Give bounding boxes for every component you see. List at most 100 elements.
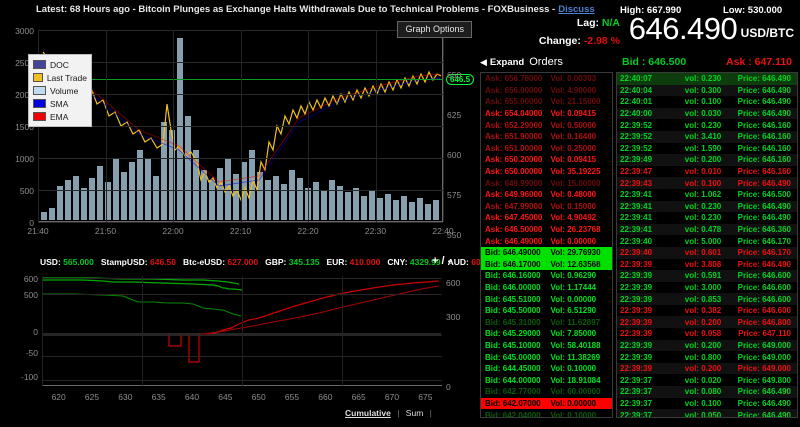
trade-row[interactable]: 22:39:39 vol: 0.058 Price: 647.110 (617, 328, 797, 340)
trade-row[interactable]: 22:39:39 vol: 0.200 Price: 649.000 (617, 362, 797, 375)
news-discuss-link[interactable]: Discuss (558, 3, 595, 15)
order-book-list[interactable]: Ask: 656.78000 Vol: 0.00303 Ask: 656.00000… (480, 72, 613, 418)
trade-row[interactable]: 22:39:39 vol: 0.853 Price: 646.600 (617, 293, 797, 305)
zoom-controls[interactable]: + / - (432, 255, 452, 267)
order-row[interactable]: Bid: 644.45000 Vol: 0.10000 (481, 363, 612, 375)
trade-volume: vol: 0.300 (684, 85, 722, 95)
gridline (38, 222, 443, 223)
order-book-header: ◀ Expand Orders (480, 55, 613, 69)
collapse-arrow-icon[interactable]: ◀ (480, 56, 487, 67)
trade-price: Price: 646.800 (737, 317, 791, 327)
order-row[interactable]: Ask: 647.99000 Vol: 0.15000 (481, 201, 612, 213)
order-row[interactable]: Bid: 642.07000 Vol: 0.00000 (481, 397, 612, 410)
depth-chart[interactable]: Cumulative | Sum | 600 500 0 -50 -100 600 300 0… (0, 272, 480, 427)
trade-history-list[interactable]: 22:40:07 vol: 0.230 Price: 646.490 22:40:04… (616, 72, 798, 418)
order-price: Ask: 654.04000 (485, 109, 543, 119)
depth-y-tick-left: 0 (33, 327, 38, 337)
order-row[interactable]: Bid: 645.51000 Vol: 0.00000 (481, 293, 612, 305)
trade-row[interactable]: 22:39:39 vol: 0.591 Price: 646.600 (617, 270, 797, 282)
trade-row[interactable]: 22:39:40 vol: 5.000 Price: 646.170 (617, 235, 797, 247)
order-row[interactable]: Ask: 655.00000 Vol: 21.15000 (481, 96, 612, 108)
order-row[interactable]: Ask: 652.29000 Vol: 0.50000 (481, 119, 612, 131)
trade-row[interactable]: 22:39:52 vol: 0.230 Price: 646.160 (617, 119, 797, 131)
order-volume: Vol: 0.50000 (550, 120, 597, 130)
trade-time: 22:40:04 (620, 85, 653, 95)
trade-row[interactable]: 22:39:52 vol: 3.410 Price: 646.160 (617, 130, 797, 143)
trade-time: 22:39:37 (620, 375, 653, 385)
order-row[interactable]: Ask: 649.99000 Vol: 15.00000 (481, 177, 612, 189)
trade-row[interactable]: 22:39:37 vol: 0.020 Price: 649.800 (617, 374, 797, 386)
order-row[interactable]: Bid: 645.29000 Vol: 7.85000 (481, 328, 612, 340)
trade-row[interactable]: 22:39:41 vol: 1.062 Price: 646.500 (617, 189, 797, 201)
trade-volume: vol: 0.080 (684, 387, 722, 397)
trade-row[interactable]: 22:40:07 vol: 0.230 Price: 646.490 (617, 73, 797, 85)
order-row[interactable]: Bid: 645.31000 Vol: 11.62897 (481, 316, 612, 328)
order-row[interactable]: Ask: 647.45000 Vol: 4.90492 (481, 212, 612, 224)
trade-volume: vol: 3.808 (684, 259, 722, 269)
trade-row[interactable]: 22:39:41 vol: 0.478 Price: 646.360 (617, 223, 797, 236)
trade-row[interactable]: 22:39:37 vol: 0.080 Price: 646.490 (617, 386, 797, 398)
order-row[interactable]: Bid: 642.04000 Vol: 0.10000 (481, 409, 612, 417)
trade-row[interactable]: 22:39:41 vol: 0.230 Price: 646.490 (617, 200, 797, 213)
order-row[interactable]: Bid: 646.16000 Vol: 0.96290 (481, 270, 612, 282)
trade-row[interactable]: 22:39:39 vol: 0.382 Price: 646.600 (617, 305, 797, 317)
legend-swatch-icon (33, 60, 46, 69)
trade-row[interactable]: 22:39:37 vol: 0.050 Price: 646.490 (617, 409, 797, 417)
trade-row[interactable]: 22:39:47 vol: 0.010 Price: 646.160 (617, 166, 797, 178)
trade-row[interactable]: 22:39:39 vol: 3.808 Price: 646.490 (617, 259, 797, 271)
trade-volume: vol: 0.230 (684, 120, 722, 130)
order-price: Ask: 656.78000 (485, 74, 543, 84)
trade-row[interactable]: 22:39:40 vol: 0.601 Price: 646.170 (617, 246, 797, 259)
depth-mode-toggle[interactable]: Cumulative | Sum | (345, 408, 432, 418)
order-row[interactable]: Bid: 646.49000 Vol: 29.76930 (481, 246, 612, 259)
gridline (242, 276, 243, 386)
trade-row[interactable]: 22:39:39 vol: 0.200 Price: 646.800 (617, 316, 797, 329)
order-row[interactable]: Bid: 645.10000 Vol: 58.40188 (481, 340, 612, 352)
order-price: Bid: 646.49000 (485, 248, 541, 258)
order-row[interactable]: Ask: 656.78000 Vol: 0.00303 (481, 73, 612, 85)
order-volume: Vol: 0.15000 (550, 201, 597, 211)
trade-row[interactable]: 22:40:04 vol: 0.300 Price: 646.490 (617, 84, 797, 97)
order-row[interactable]: Ask: 650.20000 Vol: 0.09415 (481, 154, 612, 166)
order-row[interactable]: Ask: 649.96000 Vol: 0.48000 (481, 189, 612, 201)
depth-x-tick: 670 (384, 392, 400, 402)
depth-mode-sum[interactable]: Sum (405, 408, 424, 418)
order-row[interactable]: Ask: 646.50000 Vol: 26.23768 (481, 224, 612, 236)
trade-row[interactable]: 22:39:39 vol: 0.200 Price: 649.000 (617, 339, 797, 352)
order-volume: Vol: 58.40188 (550, 340, 601, 350)
trade-time: 22:39:52 (620, 143, 653, 153)
depth-mode-cumulative[interactable]: Cumulative (345, 408, 391, 418)
trade-row[interactable]: 22:39:39 vol: 3.000 Price: 646.600 (617, 282, 797, 294)
price-chart[interactable]: Graph Options (0, 18, 480, 250)
trade-row[interactable]: 22:39:39 vol: 0.800 Price: 649.000 (617, 351, 797, 363)
trade-row[interactable]: 22:40:01 vol: 0.100 Price: 646.490 (617, 96, 797, 108)
trade-row[interactable]: 22:39:49 vol: 0.200 Price: 646.160 (617, 154, 797, 166)
order-row[interactable]: Bid: 645.50000 Vol: 6.51290 (481, 305, 612, 317)
order-row[interactable]: Ask: 651.00000 Vol: 0.25000 (481, 143, 612, 155)
trade-row[interactable]: 22:39:43 vol: 0.100 Price: 646.490 (617, 177, 797, 189)
order-row[interactable]: Bid: 645.00000 Vol: 11.38269 (481, 351, 612, 363)
order-row[interactable]: Bid: 642.77000 Vol: 60.00000 (481, 386, 612, 398)
trade-row[interactable]: 22:39:37 vol: 0.100 Price: 646.490 (617, 398, 797, 410)
order-row[interactable]: Ask: 650.00000 Vol: 35.19225 (481, 166, 612, 178)
x-axis-tick: 22:10 (229, 226, 252, 236)
order-row[interactable]: Bid: 646.00000 Vol: 1.17444 (481, 282, 612, 294)
trade-row[interactable]: 22:39:41 vol: 0.230 Price: 646.490 (617, 212, 797, 224)
order-row[interactable]: Ask: 654.04000 Vol: 0.09415 (481, 108, 612, 120)
order-row[interactable]: Bid: 644.00000 Vol: 18.91084 (481, 374, 612, 386)
order-price: Ask: 646.49000 (485, 236, 543, 246)
depth-x-tick: 655 (284, 392, 300, 402)
expand-orders-button[interactable]: Expand (489, 56, 525, 68)
graph-options-button[interactable]: Graph Options (397, 21, 472, 38)
y-axis-right-tick: 650 (447, 70, 462, 80)
order-row[interactable]: Ask: 646.49000 Vol: 0.00000 (481, 235, 612, 247)
order-row[interactable]: Bid: 646.17000 Vol: 12.63568 (481, 258, 612, 271)
trade-row[interactable]: 22:39:52 vol: 1.590 Price: 646.160 (617, 143, 797, 155)
change-value: -2.98 % (583, 35, 620, 47)
order-volume: Vol: 0.00000 (550, 236, 597, 246)
order-volume: Vol: 11.38269 (550, 352, 601, 362)
trade-row[interactable]: 22:40:00 vol: 0.030 Price: 646.490 (617, 107, 797, 120)
order-row[interactable]: Ask: 651.90000 Vol: 0.16400 (481, 131, 612, 143)
y-axis-right-tick: 575 (447, 190, 462, 200)
order-row[interactable]: Ask: 656.00000 Vol: 4.90000 (481, 85, 612, 97)
